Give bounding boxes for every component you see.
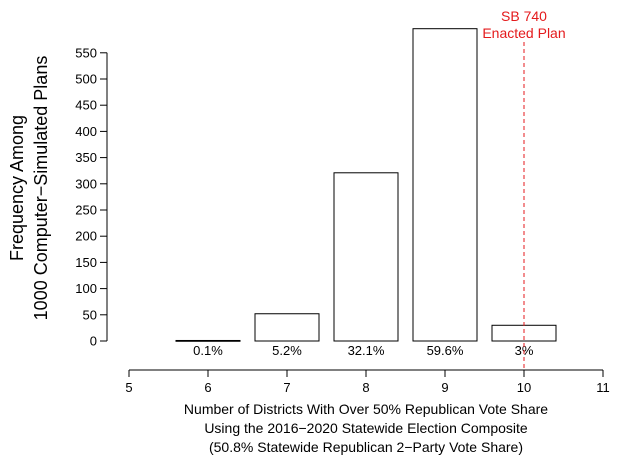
percent-label-7: 5.2% (272, 343, 302, 358)
y-tick-label-450: 450 (75, 98, 97, 113)
x-tick-label-9: 9 (441, 380, 448, 395)
bar-7 (254, 313, 320, 342)
y-tick-label-50: 50 (83, 307, 97, 322)
bar-6 (175, 339, 241, 342)
x-tick-label-11: 11 (596, 380, 610, 395)
x-tick-label-6: 6 (204, 380, 211, 395)
enacted-plan-label-line-1: SB 740 (501, 8, 547, 24)
y-tick-label-500: 500 (75, 72, 97, 87)
y-tick-label-200: 200 (75, 229, 97, 244)
bars-layer (175, 28, 557, 342)
y-axis-title-line-1: Frequency Among (7, 115, 27, 261)
enacted-plan-label-line-2: Enacted Plan (482, 25, 565, 41)
y-tick-label-550: 550 (75, 45, 97, 60)
percent-labels: 0.1% 5.2% 32.1% 59.6% 3% (193, 343, 534, 358)
y-tick-label-100: 100 (75, 281, 97, 296)
y-tick-label-400: 400 (75, 124, 97, 139)
y-tick-label-150: 150 (75, 255, 97, 270)
y-axis: 0 50 100 150 200 250 300 350 400 450 500 550 (75, 45, 108, 349)
x-axis-title-line-3: (50.8% Statewide Republican 2−Party Vote… (209, 439, 523, 455)
percent-label-9: 59.6% (427, 343, 464, 358)
x-axis: 5 6 7 8 9 10 11 (125, 369, 610, 395)
x-tick-label-10: 10 (517, 380, 531, 395)
y-axis-title-line-2: 1000 Computer−Simulated Plans (31, 56, 51, 321)
x-tick-label-7: 7 (283, 380, 290, 395)
percent-label-6: 0.1% (193, 343, 223, 358)
x-tick-label-5: 5 (125, 380, 132, 395)
x-tick-label-8: 8 (362, 380, 369, 395)
y-tick-label-0: 0 (90, 334, 97, 349)
bar-9 (412, 28, 478, 342)
y-tick-label-350: 350 (75, 150, 97, 165)
x-axis-title-line-2: Using the 2016−2020 Statewide Election C… (204, 420, 528, 436)
y-tick-label-250: 250 (75, 203, 97, 218)
axis-titles: Number of Districts With Over 50% Republ… (7, 56, 548, 455)
x-axis-title-line-1: Number of Districts With Over 50% Republ… (184, 401, 548, 417)
bar-8 (333, 172, 399, 342)
percent-label-8: 32.1% (348, 343, 385, 358)
y-tick-label-300: 300 (75, 176, 97, 191)
